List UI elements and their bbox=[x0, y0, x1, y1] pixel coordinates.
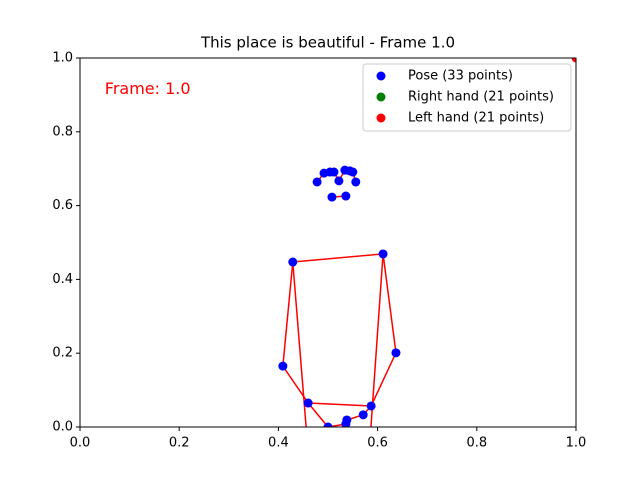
skeleton-line bbox=[307, 402, 329, 427]
skeleton-line bbox=[370, 352, 397, 407]
point bbox=[327, 192, 337, 202]
chart-title: This place is beautiful - Frame 1.0 bbox=[200, 34, 455, 52]
skeleton-line bbox=[370, 253, 384, 427]
point bbox=[341, 419, 351, 427]
point bbox=[319, 168, 329, 178]
point bbox=[571, 58, 576, 63]
legend-marker bbox=[376, 113, 386, 123]
point bbox=[278, 361, 288, 371]
legend-label: Pose (33 points) bbox=[408, 69, 513, 84]
point bbox=[323, 422, 333, 427]
y-tick-label: 0.2 bbox=[52, 346, 73, 361]
y-tick-label: 0.8 bbox=[52, 124, 73, 139]
y-tick-label: 1.0 bbox=[52, 51, 73, 66]
plot-area bbox=[278, 58, 576, 427]
x-tick-label: 0.2 bbox=[169, 436, 190, 451]
point bbox=[348, 167, 358, 177]
skeleton-line bbox=[282, 261, 294, 367]
point bbox=[351, 177, 361, 187]
point bbox=[341, 191, 351, 201]
legend-marker bbox=[376, 92, 386, 102]
point bbox=[391, 348, 401, 358]
point bbox=[312, 177, 322, 187]
legend-label: Right hand (21 points) bbox=[408, 90, 554, 105]
x-tick-label: 0.6 bbox=[367, 436, 388, 451]
annotation: Frame: 1.0 bbox=[105, 79, 191, 98]
y-tick-label: 0.4 bbox=[52, 272, 73, 287]
point bbox=[303, 398, 313, 408]
skeleton-line bbox=[292, 261, 307, 427]
skeleton-line bbox=[382, 253, 397, 353]
skeleton-line bbox=[308, 402, 372, 407]
x-tick-label: 1.0 bbox=[566, 436, 587, 451]
y-tick-label: 0.0 bbox=[52, 420, 73, 435]
legend-box bbox=[362, 63, 572, 132]
skeleton-line bbox=[292, 253, 384, 263]
axes-frame bbox=[79, 57, 577, 428]
point bbox=[366, 401, 376, 411]
point bbox=[334, 176, 344, 186]
x-tick-label: 0.0 bbox=[70, 436, 91, 451]
point bbox=[378, 249, 388, 259]
legend-label: Left hand (21 points) bbox=[408, 111, 544, 126]
x-tick-label: 0.8 bbox=[466, 436, 487, 451]
x-tick-label: 0.4 bbox=[268, 436, 289, 451]
point bbox=[288, 257, 298, 267]
point bbox=[358, 410, 368, 420]
y-tick-label: 0.6 bbox=[52, 198, 73, 213]
legend-marker bbox=[376, 71, 386, 81]
